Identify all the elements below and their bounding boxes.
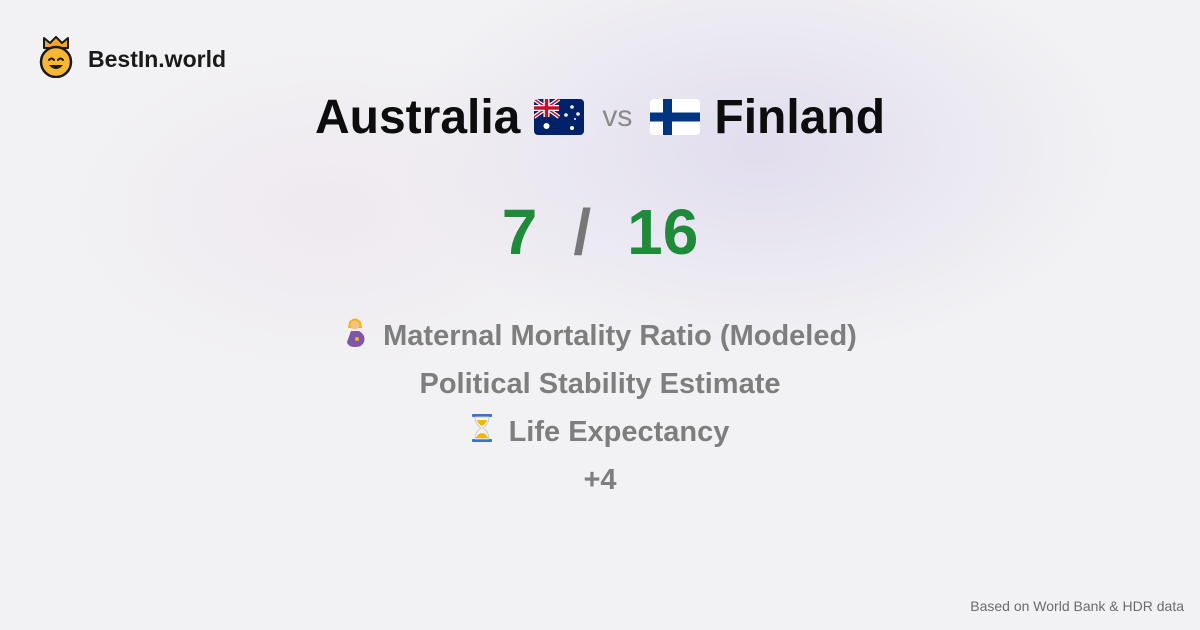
brand-name: BestIn.world xyxy=(88,46,227,72)
pregnant-woman-icon xyxy=(343,317,367,355)
metric-label: Maternal Mortality Ratio (Modeled) xyxy=(383,319,857,352)
metric-item: Maternal Mortality Ratio (Modeled) xyxy=(0,312,1200,360)
metric-label: +4 xyxy=(583,463,617,496)
australia-flag-icon xyxy=(534,99,585,135)
vs-label: vs xyxy=(602,100,633,133)
more-metrics-count: +4 xyxy=(0,456,1200,504)
score: 7 / 16 xyxy=(0,195,1200,269)
score-separator: / xyxy=(573,196,592,268)
metric-item: Life Expectancy xyxy=(0,408,1200,456)
finland-flag-icon xyxy=(650,99,701,135)
right-country: Finland xyxy=(714,90,886,144)
data-source-note: Based on World Bank & HDR data xyxy=(970,598,1184,614)
metric-label: Political Stability Estimate xyxy=(419,367,781,400)
brand-logo[interactable]: BestIn.world xyxy=(38,36,226,83)
comparison-title: Australia vs Finland xyxy=(0,86,1200,148)
left-country: Australia xyxy=(314,90,521,144)
metric-label: Life Expectancy xyxy=(508,415,730,448)
metric-list: Maternal Mortality Ratio (Modeled) Polit… xyxy=(0,312,1200,504)
hourglass-icon xyxy=(471,413,493,451)
metric-item: Political Stability Estimate xyxy=(0,360,1200,408)
left-score: 7 xyxy=(501,196,538,268)
crowned-smiley-icon xyxy=(38,36,74,83)
right-score: 16 xyxy=(627,196,699,268)
